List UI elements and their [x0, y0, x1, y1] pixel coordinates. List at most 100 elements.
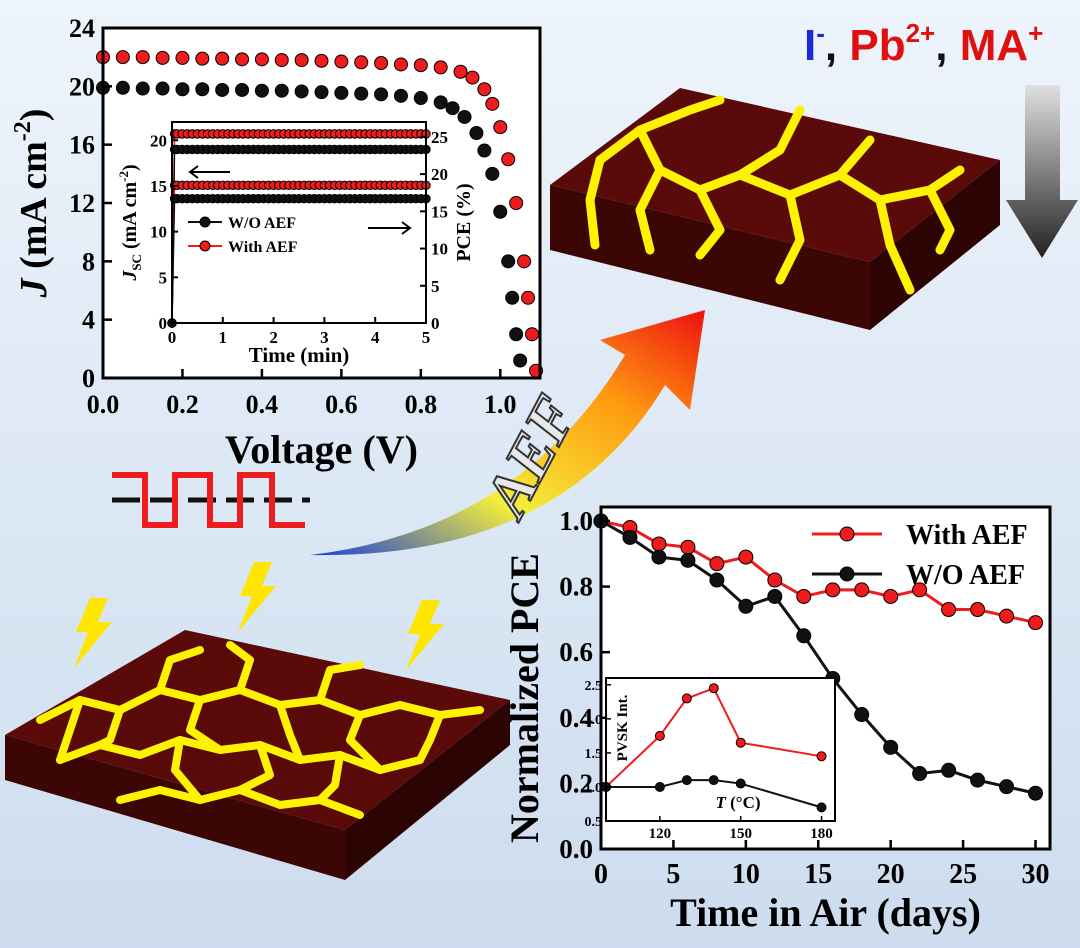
- stability-point-wo: [970, 772, 986, 788]
- x-tick-label: 1: [219, 328, 228, 347]
- down-arrow-icon: [1006, 85, 1078, 258]
- legend-marker-wo: [199, 216, 211, 228]
- jv-point-wo: [215, 82, 230, 97]
- pvsk-point-with: [708, 683, 719, 694]
- ion-iodide: I: [804, 21, 816, 70]
- x-tick-label: 180: [810, 826, 833, 842]
- y-axis-label: J (mA cm-2): [10, 109, 55, 299]
- stability-point-with: [854, 582, 870, 598]
- y-tick-label: 20: [150, 131, 167, 150]
- plot-frame: [599, 505, 1052, 851]
- y-tick-label: 4: [82, 306, 95, 335]
- jv-point-wo: [135, 81, 150, 96]
- pvsk-point-with: [816, 751, 827, 762]
- stability-point-wo: [854, 707, 870, 723]
- pvsk-point-wo: [708, 775, 719, 786]
- pvsk-point-wo: [735, 778, 746, 789]
- y-axis-label: Normalized PCE: [502, 553, 547, 843]
- x-tick-label: 150: [729, 826, 752, 842]
- stability-point-wo: [709, 572, 725, 588]
- jv-point-with: [485, 96, 500, 111]
- jv-point-with: [393, 57, 408, 72]
- y-tick-label: 16: [69, 131, 95, 160]
- ion-separator: ,: [825, 21, 849, 70]
- pvsk-point-wo: [816, 802, 827, 813]
- y-axis-label: PVSK Int.: [615, 694, 631, 761]
- jv-point-with: [354, 55, 369, 70]
- grain-boundaries-dense: [36, 641, 484, 819]
- y-axis-label-subscript: SC: [129, 254, 144, 271]
- ion-separator: ,: [935, 21, 959, 70]
- y-tick-label: 1.0: [585, 781, 603, 796]
- y-axis-label-unit: (mA cm: [13, 141, 55, 278]
- lightning-icon: [406, 600, 444, 670]
- y-tick-label: 1.5: [585, 747, 603, 762]
- pvsk-line-wo: [606, 779, 822, 809]
- y2-tick-label: 25: [431, 128, 448, 147]
- stability-point-with: [651, 536, 667, 552]
- y-tick-label: 5: [159, 268, 168, 287]
- ion-lead: Pb: [849, 21, 905, 70]
- y2-tick-label: 15: [431, 202, 448, 221]
- y-tick-label: 2.0: [585, 713, 603, 728]
- jv-point-wo: [235, 82, 250, 97]
- jv-point-wo: [509, 327, 524, 342]
- legend-label-wo: W/O AEF: [906, 560, 1025, 591]
- y-tick-label: 24: [69, 14, 95, 43]
- ion-species-label: I-, Pb2+, MA+: [804, 18, 1043, 70]
- jv-point-wo: [501, 254, 516, 269]
- plot-frame: [171, 121, 427, 324]
- jv-point-with: [215, 51, 230, 66]
- y-tick-label: 1.0: [559, 506, 593, 536]
- y-axis-label-unit: (mA cm: [119, 182, 141, 255]
- x-tick-label: 2: [269, 328, 278, 347]
- y-tick-label: 0: [159, 314, 168, 333]
- stability-point-with: [796, 588, 812, 604]
- jv-point-with: [235, 52, 250, 67]
- x-tick-label: 4: [371, 328, 380, 347]
- legend-marker-wo: [839, 566, 855, 582]
- jv-point-with: [314, 53, 329, 68]
- film-top-right: [550, 88, 1000, 330]
- jv-point-wo: [457, 109, 472, 124]
- y-axis-label: JSC (mA cm-2): [116, 164, 144, 281]
- stability-point-with: [825, 582, 841, 598]
- jv-point-wo: [195, 82, 210, 97]
- jv-point-with: [521, 290, 536, 305]
- stability-point-with: [709, 556, 725, 572]
- lightning-icons: [74, 562, 444, 670]
- stability-point-wo: [883, 739, 899, 755]
- y-axis-label-symbol: J: [119, 270, 141, 282]
- legend-label-with: With AEF: [228, 239, 298, 256]
- pvsk-point-wo: [654, 781, 665, 792]
- jv-point-wo: [314, 85, 329, 100]
- x-tick-label: 0.0: [87, 390, 120, 419]
- jv-point-with: [453, 64, 468, 79]
- ion-ma-charge: +: [1028, 18, 1043, 48]
- decor-layer: [5, 85, 1078, 880]
- y-tick-label: 0: [82, 364, 95, 393]
- stability-point-wo: [941, 762, 957, 778]
- y-axis-label-exponent: -2: [10, 121, 36, 141]
- y-axis-label-symbol: J: [13, 277, 55, 298]
- lightning-icon: [238, 562, 276, 632]
- x-tick-label: 3: [320, 328, 329, 347]
- jv-point-wo: [433, 95, 448, 110]
- y-tick-label: 0.2: [559, 768, 593, 798]
- pvsk-point-with: [681, 693, 692, 704]
- jv-point-with: [374, 56, 389, 70]
- ion-ma: MA: [960, 21, 1028, 70]
- x-axis-label: Time (min): [249, 343, 350, 367]
- jv-point-with: [334, 54, 349, 69]
- y2-tick-label: 0: [431, 314, 440, 333]
- y-axis-label-exponent: -2: [116, 171, 131, 182]
- x-tick-label: 0.2: [166, 390, 199, 419]
- x-tick-label: 0.8: [405, 390, 438, 419]
- jv-point-wo: [513, 353, 528, 368]
- x-tick-label: 0.6: [325, 390, 358, 419]
- x-axis-label-unit: (°C): [726, 793, 761, 812]
- x-tick-label: 5: [666, 859, 680, 890]
- y2-tick-label: 20: [431, 165, 448, 184]
- stability-point-wo: [651, 549, 667, 565]
